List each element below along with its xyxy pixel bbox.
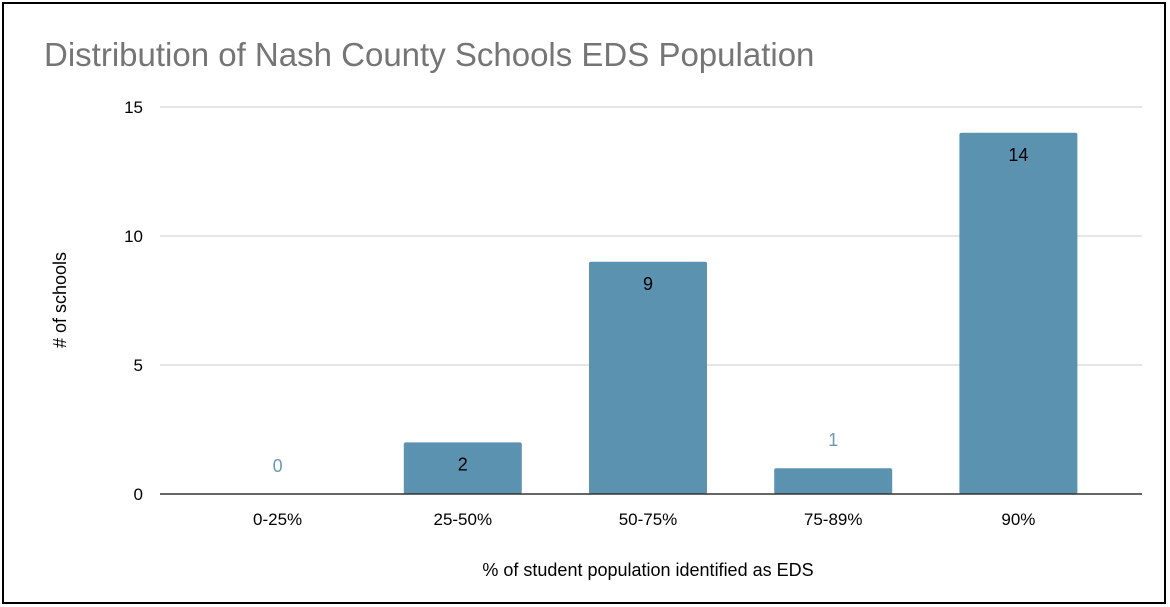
bar (959, 132, 1078, 495)
x-tick-label: 0-25% (253, 510, 302, 529)
x-tick-label: 90% (1001, 510, 1035, 529)
data-label: 9 (643, 274, 653, 294)
bar (403, 442, 522, 494)
bar (774, 468, 893, 494)
y-axis-ticks: 0 5 10 15 (124, 98, 143, 504)
y-tick-label: 5 (134, 356, 143, 375)
y-tick-label: 15 (124, 98, 143, 117)
y-tick-label: 10 (124, 227, 143, 246)
bar (589, 261, 707, 494)
data-label: 2 (458, 454, 468, 474)
data-label: 14 (1008, 145, 1028, 165)
data-label: 1 (828, 430, 838, 450)
x-tick-label: 75-89% (804, 510, 863, 529)
bars: 0 2 9 1 14 (273, 132, 1078, 495)
x-axis-ticks: 0-25% 25-50% 50-75% 75-89% 90% (253, 510, 1035, 529)
chart-title: Distribution of Nash County Schools EDS … (44, 36, 815, 73)
y-tick-label: 0 (134, 485, 143, 504)
x-tick-label: 25-50% (433, 510, 492, 529)
y-axis-label: # of schools (50, 252, 70, 348)
x-axis-label: % of student population identified as ED… (482, 560, 813, 580)
x-tick-label: 50-75% (619, 510, 678, 529)
data-label: 0 (273, 456, 283, 476)
